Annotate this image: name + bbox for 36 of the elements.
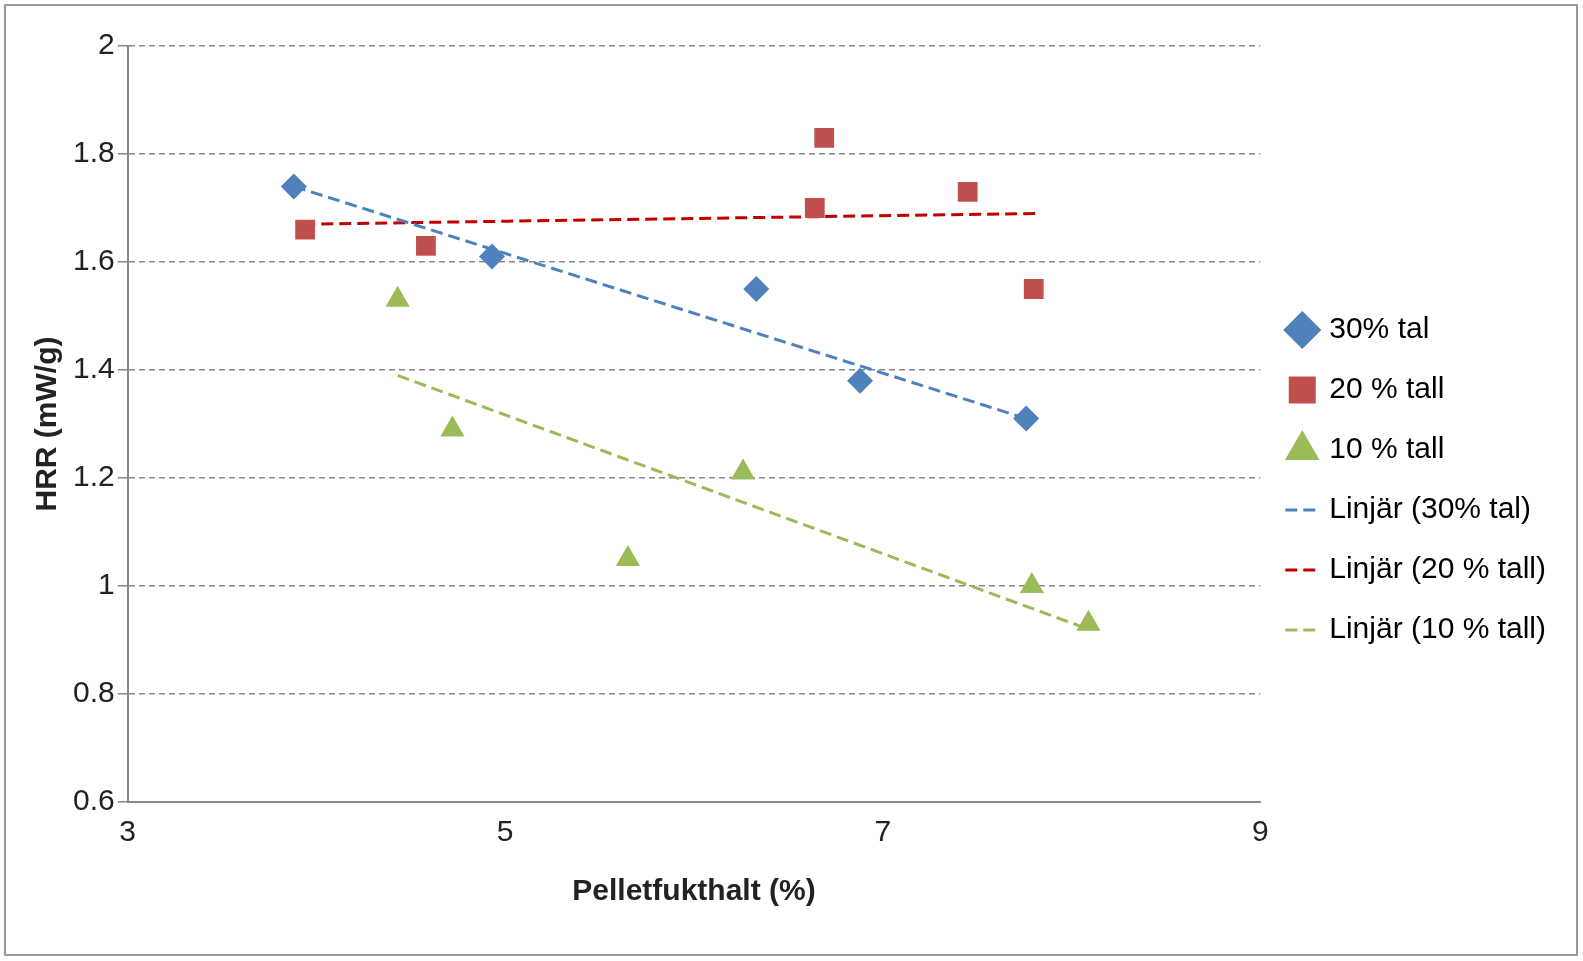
legend-label: 10 % tall [1329,431,1445,465]
y-tick-label: 1.4 [72,351,115,385]
point [743,276,770,302]
legend-label: 20 % tall [1329,371,1445,405]
legend-label: Linjär (30% tal) [1329,491,1532,525]
point [416,235,436,256]
x-tick-label: 5 [496,814,514,848]
point [957,181,978,202]
point [440,415,465,437]
legend-label: Linjär (10 % tall) [1329,611,1547,645]
point [814,127,835,148]
y-tick-label: 1 [98,567,115,601]
y-tick-label: 0.8 [72,675,115,709]
x-axis-title: Pelletfukthalt (%) [572,873,816,907]
y-tick-label: 1.8 [72,135,115,169]
y-tick-label: 2 [98,27,115,61]
point [804,198,825,218]
point [847,367,874,394]
point [730,458,756,480]
y-tick-label: 1.2 [72,459,115,493]
legend-label: Linjär (20 % tall) [1329,551,1547,585]
point [479,243,506,270]
x-tick-label: 9 [1251,814,1269,848]
x-tick-label: 7 [874,814,892,848]
point [1013,405,1040,432]
point [1076,609,1101,631]
point [295,219,316,240]
y-axis-title: HRR (mW/g) [29,336,63,512]
point [615,545,641,566]
point [1019,572,1044,593]
y-tick-label: 1.6 [72,243,115,277]
point [1023,279,1044,299]
y-tick-label: 0.6 [72,783,115,817]
point [280,173,307,200]
x-tick-label: 3 [119,814,137,848]
legend-label: 30% tal [1329,311,1430,345]
